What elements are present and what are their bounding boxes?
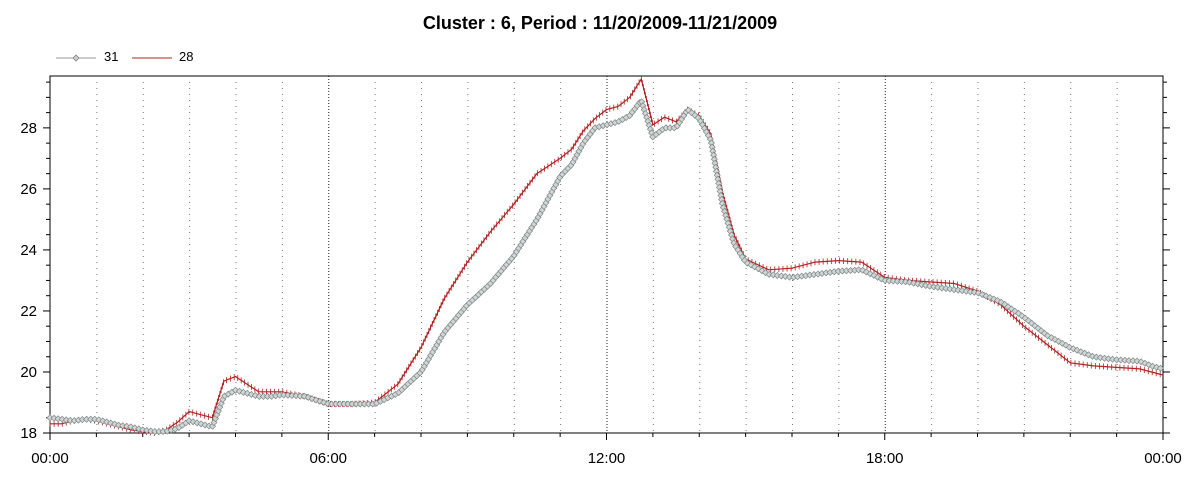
data-point-31 <box>1105 355 1112 363</box>
y-tick-label: 18 <box>20 425 37 442</box>
data-point-31 <box>58 415 66 423</box>
y-tick-label: 20 <box>20 364 37 381</box>
legend-label-31: 31 <box>104 49 119 64</box>
data-point-31 <box>765 270 773 278</box>
data-point-31 <box>954 286 962 294</box>
x-tick-label: 18:00 <box>866 450 904 467</box>
data-point-31 <box>938 284 946 292</box>
y-tick-label: 26 <box>20 181 37 198</box>
x-tick-label: 00:00 <box>31 450 69 467</box>
data-point-31 <box>958 287 966 295</box>
data-point-31 <box>930 283 938 291</box>
data-point-31 <box>147 427 155 435</box>
x-tick-label: 12:00 <box>588 450 626 467</box>
data-point-31 <box>962 287 970 295</box>
data-point-31 <box>54 415 62 423</box>
data-point-31 <box>143 427 151 434</box>
data-point-31 <box>773 272 781 279</box>
tick-labels: 18 20 22 24 26 28 00:00 06:00 12:00 18:00 00:00 <box>20 120 1181 467</box>
data-point-31 <box>1092 353 1100 361</box>
legend-label-28: 28 <box>179 49 194 64</box>
data-point-31 <box>902 278 910 286</box>
data-point-31 <box>950 286 958 294</box>
data-point-31 <box>1096 354 1104 362</box>
legend-swatch-31 <box>56 54 96 62</box>
data-point-31 <box>139 426 147 434</box>
chart-title: Cluster : 6, Period : 11/20/2009-11/21/2… <box>422 13 778 33</box>
data-point-31 <box>926 282 934 290</box>
data-point-31 <box>50 414 58 422</box>
y-tick-label: 22 <box>20 303 37 320</box>
data-point-31 <box>119 422 127 430</box>
series-markers <box>46 76 1164 436</box>
axes <box>43 81 1170 440</box>
y-tick-label: 28 <box>20 120 37 137</box>
data-point-31 <box>1157 364 1164 372</box>
data-point-31 <box>62 416 70 424</box>
data-point-31 <box>942 285 950 292</box>
data-point-31 <box>777 272 785 280</box>
y-tick-label: 24 <box>20 242 37 259</box>
data-point-31 <box>966 288 974 296</box>
data-point-31 <box>123 422 131 430</box>
data-point-31 <box>934 283 942 291</box>
data-point-31 <box>781 273 789 280</box>
grid-lines <box>96 76 1118 433</box>
legend-swatch-28 <box>132 57 172 59</box>
data-point-31 <box>946 285 954 293</box>
x-tick-label: 00:00 <box>1144 450 1182 467</box>
data-point-31 <box>46 414 54 422</box>
data-point-31 <box>1109 355 1117 363</box>
data-point-31 <box>1101 354 1108 362</box>
x-tick-label: 06:00 <box>309 450 347 467</box>
